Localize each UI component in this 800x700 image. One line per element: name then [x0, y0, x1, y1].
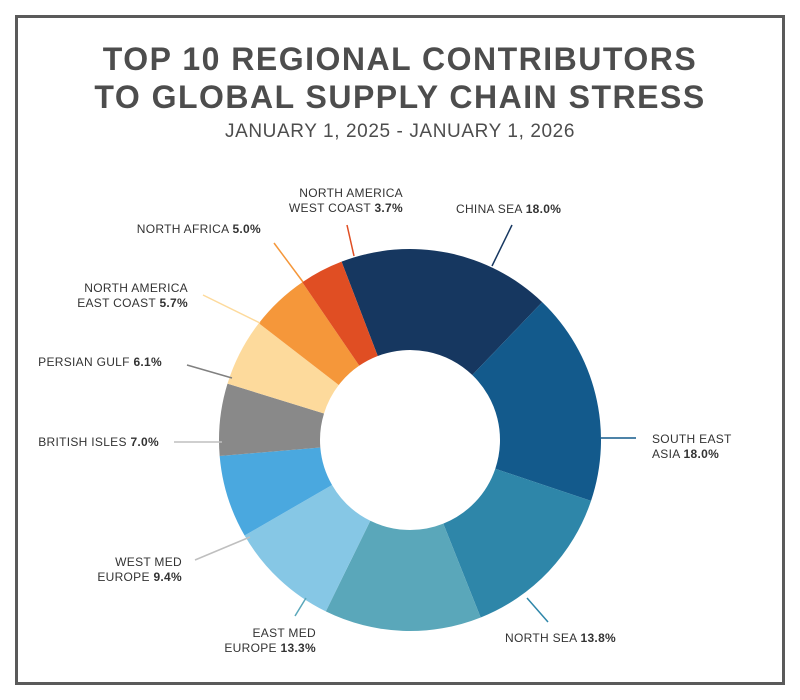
- slice-east-med-europe: [325, 520, 481, 631]
- slice-value: 18.0%: [526, 202, 562, 216]
- slice-value: 13.8%: [580, 631, 616, 645]
- slice-label: EAST MED EUROPE 13.3%: [224, 626, 316, 655]
- slice-value: 9.4%: [153, 570, 182, 584]
- slice-value: 7.0%: [130, 435, 159, 449]
- leader-line: [194, 536, 251, 561]
- slice-label: BRITISH ISLES 7.0%: [38, 435, 159, 449]
- chart-title: TOP 10 REGIONAL CONTRIBUTORS TO GLOBAL S…: [0, 40, 800, 116]
- chart-subtitle: JANUARY 1, 2025 - JANUARY 1, 2026: [224, 121, 576, 142]
- leader-line: [346, 224, 355, 257]
- slice-label: NORTH AFRICA 5.0%: [137, 222, 261, 236]
- leader-line: [186, 364, 233, 379]
- slice-label: NORTH AMERICA WEST COAST 3.7%: [289, 186, 403, 215]
- slice-west-med-europe: [244, 485, 371, 612]
- chart-frame: [15, 15, 785, 685]
- slice-label: CHINA SEA 18.0%: [456, 202, 561, 216]
- leader-line: [526, 597, 549, 623]
- slice-label: PERSIAN GULF 6.1%: [38, 355, 162, 369]
- slice-value: 5.7%: [159, 296, 188, 310]
- title-line-1: TOP 10 REGIONAL CONTRIBUTORS: [102, 41, 698, 77]
- slice-north-sea: [443, 468, 592, 618]
- slice-british-isles: [219, 447, 333, 536]
- slice-south-east-asia: [472, 302, 601, 501]
- leader-line: [491, 224, 513, 267]
- leader-line: [202, 294, 261, 324]
- slice-value: 18.0%: [684, 447, 720, 461]
- slice-value: 5.0%: [232, 222, 261, 236]
- slice-label: WEST MED EUROPE 9.4%: [97, 555, 182, 584]
- slice-label: NORTH AMERICA EAST COAST 5.7%: [77, 281, 188, 310]
- slice-china-sea: [341, 249, 543, 376]
- leader-line: [294, 597, 307, 617]
- slice-value: 13.3%: [280, 641, 316, 655]
- leader-line: [273, 242, 304, 283]
- slice-value: 3.7%: [374, 201, 403, 215]
- slice-north-america-west-coast: [302, 261, 378, 366]
- slice-label: NORTH SEA 13.8%: [505, 631, 616, 645]
- title-line-2: TO GLOBAL SUPPLY CHAIN STRESS: [94, 79, 706, 115]
- slice-north-america-east-coast: [227, 323, 339, 414]
- slice-persian-gulf: [218, 383, 325, 456]
- slice-north-africa: [258, 282, 360, 385]
- slice-value: 6.1%: [133, 355, 162, 369]
- slice-label: SOUTH EAST ASIA 18.0%: [652, 432, 732, 461]
